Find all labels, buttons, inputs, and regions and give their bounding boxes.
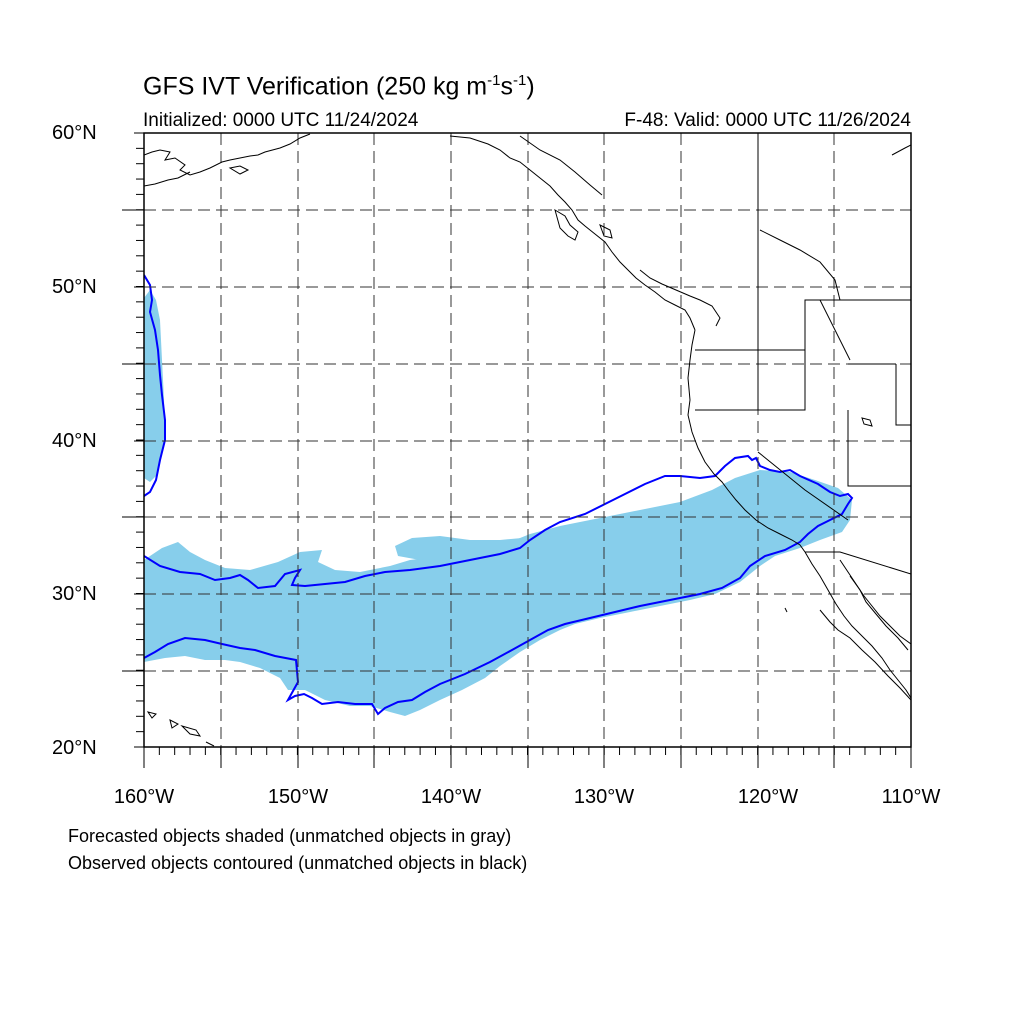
forecast-object-main [144, 470, 852, 716]
caption-forecast: Forecasted objects shaded (unmatched obj… [68, 826, 512, 846]
observed-contour-main [144, 454, 854, 716]
lon-label-150w: 150°W [267, 786, 329, 808]
axis-ticks [122, 132, 912, 768]
forecast-object-west [144, 290, 165, 482]
initialized-label: Initialized: 0000 UTC 11/24/2024 [143, 110, 419, 131]
caption-observed: Observed objects contoured (unmatched ob… [68, 853, 528, 873]
valid-time-label: F-48: Valid: 0000 UTC 11/26/2024 [624, 110, 911, 131]
chart-title: GFS IVT Verification (250 kg m-1s-1) [143, 72, 535, 101]
lat-label-40: 40°N [52, 430, 97, 452]
lon-label-110w: 110°W [881, 786, 941, 808]
graticule [144, 133, 911, 747]
lat-label-50: 50°N [52, 276, 97, 298]
lat-label-60: 60°N [52, 122, 97, 144]
observed-contour-west [144, 274, 166, 497]
lon-label-120w: 120°W [737, 786, 799, 808]
lat-label-30: 30°N [52, 583, 97, 605]
map-content [144, 133, 911, 747]
coastlines [144, 133, 911, 747]
lat-label-20: 20°N [52, 737, 97, 759]
lon-label-160w: 160°W [113, 786, 175, 808]
lon-label-130w: 130°W [573, 786, 635, 808]
minor-ticks [136, 132, 912, 755]
lon-label-140w: 140°W [420, 786, 482, 808]
forecast-object-north-blob [395, 536, 522, 560]
